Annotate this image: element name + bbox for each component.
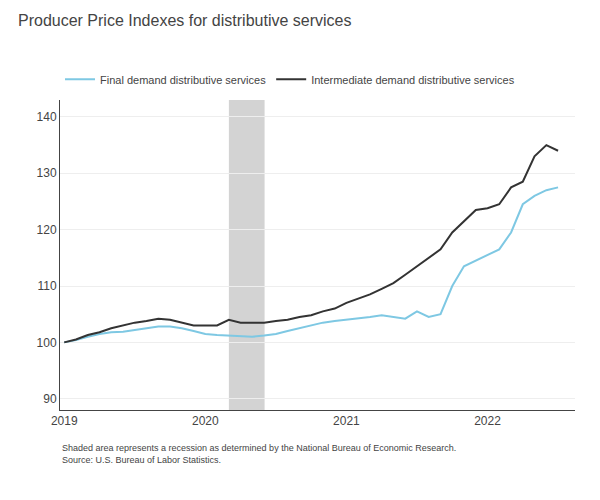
svg-text:130: 130	[37, 166, 57, 180]
svg-text:Shaded area represents a reces: Shaded area represents a recession as de…	[62, 443, 456, 465]
svg-text:90: 90	[43, 392, 57, 406]
svg-text:2022: 2022	[474, 414, 501, 428]
svg-text:2019: 2019	[51, 414, 78, 428]
svg-text:Intermediate demand distributi: Intermediate demand distributive service…	[311, 74, 514, 86]
svg-text:110: 110	[37, 279, 56, 293]
svg-text:2020: 2020	[192, 414, 219, 428]
svg-text:140: 140	[37, 110, 57, 124]
svg-text:100: 100	[37, 336, 57, 350]
svg-text:Final demand distributive serv: Final demand distributive services	[100, 74, 266, 86]
svg-text:2021: 2021	[333, 414, 360, 428]
svg-text:120: 120	[37, 223, 57, 237]
svg-text:Producer Price Indexes for dis: Producer Price Indexes for distributive …	[18, 12, 351, 29]
